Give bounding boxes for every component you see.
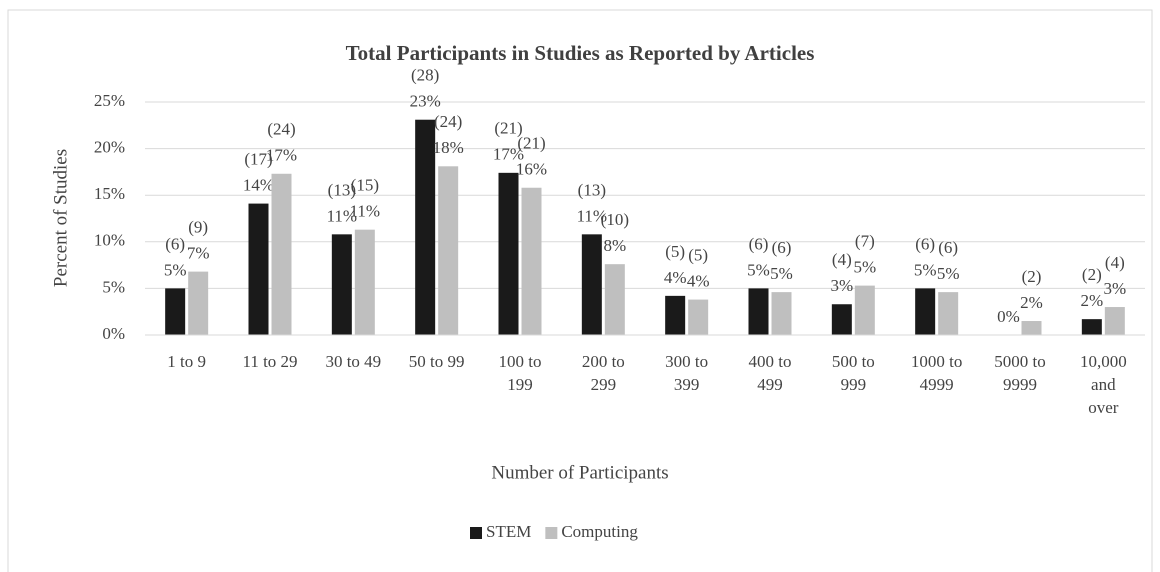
- count-label: (13): [328, 180, 356, 199]
- bar: [498, 172, 519, 335]
- count-label: (2): [1082, 265, 1102, 284]
- bar: [415, 119, 436, 335]
- y-tick-label: 15%: [94, 184, 125, 203]
- bar: [1081, 319, 1102, 335]
- count-label: (2): [1022, 267, 1042, 286]
- count-label: (7): [855, 232, 875, 251]
- bar: [604, 264, 625, 335]
- data-label: 2%: [1020, 293, 1043, 312]
- data-label: 5%: [770, 264, 793, 283]
- y-axis-title: Percent of Studies: [50, 149, 71, 287]
- y-tick-label: 25%: [94, 91, 125, 110]
- y-tick-label: 5%: [102, 277, 125, 296]
- bar: [688, 299, 709, 335]
- data-label: 5%: [747, 260, 770, 279]
- legend-swatch: [545, 527, 558, 539]
- bar: [748, 288, 769, 335]
- bar: [188, 271, 209, 335]
- bar: [354, 229, 375, 335]
- count-label: (9): [188, 218, 208, 237]
- count-label: (6): [938, 238, 958, 257]
- x-tick-label: 5000 to 9999: [994, 352, 1045, 394]
- bar: [331, 234, 352, 335]
- data-label: 11%: [350, 202, 381, 221]
- bar: [915, 288, 936, 335]
- x-tick-label: 300 to 399: [665, 352, 708, 394]
- data-label: 11%: [327, 206, 358, 225]
- x-tick-label: 100 to 199: [499, 352, 542, 394]
- data-label: 5%: [914, 260, 937, 279]
- x-tick-label: 10,000 and over: [1080, 352, 1127, 417]
- x-tick-label: 30 to 49: [325, 352, 381, 371]
- x-tick-label: 400 to 499: [749, 352, 792, 394]
- x-axis-title: Number of Participants: [491, 462, 668, 483]
- data-label: 17%: [493, 145, 524, 164]
- data-label: 5%: [164, 260, 187, 279]
- count-label: (6): [772, 238, 792, 257]
- data-label: 5%: [853, 258, 876, 277]
- data-label: 17%: [266, 146, 297, 165]
- count-label: (4): [1105, 253, 1125, 272]
- count-label: (24): [267, 120, 295, 139]
- x-tick-label: 500 to 999: [832, 352, 875, 394]
- bar: [271, 173, 292, 335]
- count-label: (6): [165, 234, 185, 253]
- data-label: 8%: [603, 236, 626, 255]
- bar: [521, 187, 542, 335]
- data-label: 18%: [433, 138, 464, 157]
- bar: [938, 292, 959, 335]
- bar: [665, 295, 686, 335]
- data-label: 0%: [997, 307, 1020, 326]
- y-tick-label: 20%: [94, 138, 125, 157]
- bar: [1104, 307, 1125, 335]
- data-label: 3%: [830, 276, 853, 295]
- bar: [165, 288, 186, 335]
- bar: [1021, 321, 1042, 335]
- data-label: 4%: [687, 271, 710, 290]
- count-label: (15): [351, 176, 379, 195]
- legend-label: Computing: [561, 522, 638, 541]
- count-label: (4): [832, 250, 852, 269]
- x-tick-label: 1 to 9: [167, 352, 206, 371]
- count-label: (6): [749, 234, 769, 253]
- x-tick-label: 11 to 29: [242, 352, 297, 371]
- bar: [854, 285, 875, 335]
- y-tick-label: 10%: [94, 231, 125, 250]
- y-tick-label: 0%: [102, 324, 125, 343]
- data-label: 2%: [1080, 291, 1103, 310]
- data-label: 4%: [664, 268, 687, 287]
- x-tick-label: 50 to 99: [409, 352, 465, 371]
- count-label: (24): [434, 112, 462, 131]
- data-label: 7%: [187, 244, 210, 263]
- chart-title: Total Participants in Studies as Reporte…: [346, 41, 815, 65]
- data-label: 11%: [577, 206, 608, 225]
- count-label: (5): [665, 242, 685, 261]
- bar: [248, 203, 269, 335]
- count-label: (5): [688, 245, 708, 264]
- count-label: (17): [244, 149, 272, 168]
- data-label: 16%: [516, 160, 547, 179]
- bar: [831, 304, 852, 335]
- count-label: (10): [601, 210, 629, 229]
- data-label: 3%: [1103, 279, 1126, 298]
- legend-label: STEM: [486, 522, 531, 541]
- data-label: 14%: [243, 175, 274, 194]
- count-label: (21): [517, 134, 545, 153]
- bar: [581, 234, 602, 335]
- bar: [771, 292, 792, 335]
- count-label: (21): [494, 119, 522, 138]
- data-label: 23%: [410, 92, 441, 111]
- x-tick-label: 1000 to 4999: [911, 352, 962, 394]
- count-label: (28): [411, 66, 439, 85]
- x-tick-label: 200 to 299: [582, 352, 625, 394]
- count-label: (6): [915, 234, 935, 253]
- bar: [438, 166, 459, 335]
- count-label: (13): [578, 180, 606, 199]
- legend-swatch: [470, 527, 482, 539]
- data-label: 5%: [937, 264, 960, 283]
